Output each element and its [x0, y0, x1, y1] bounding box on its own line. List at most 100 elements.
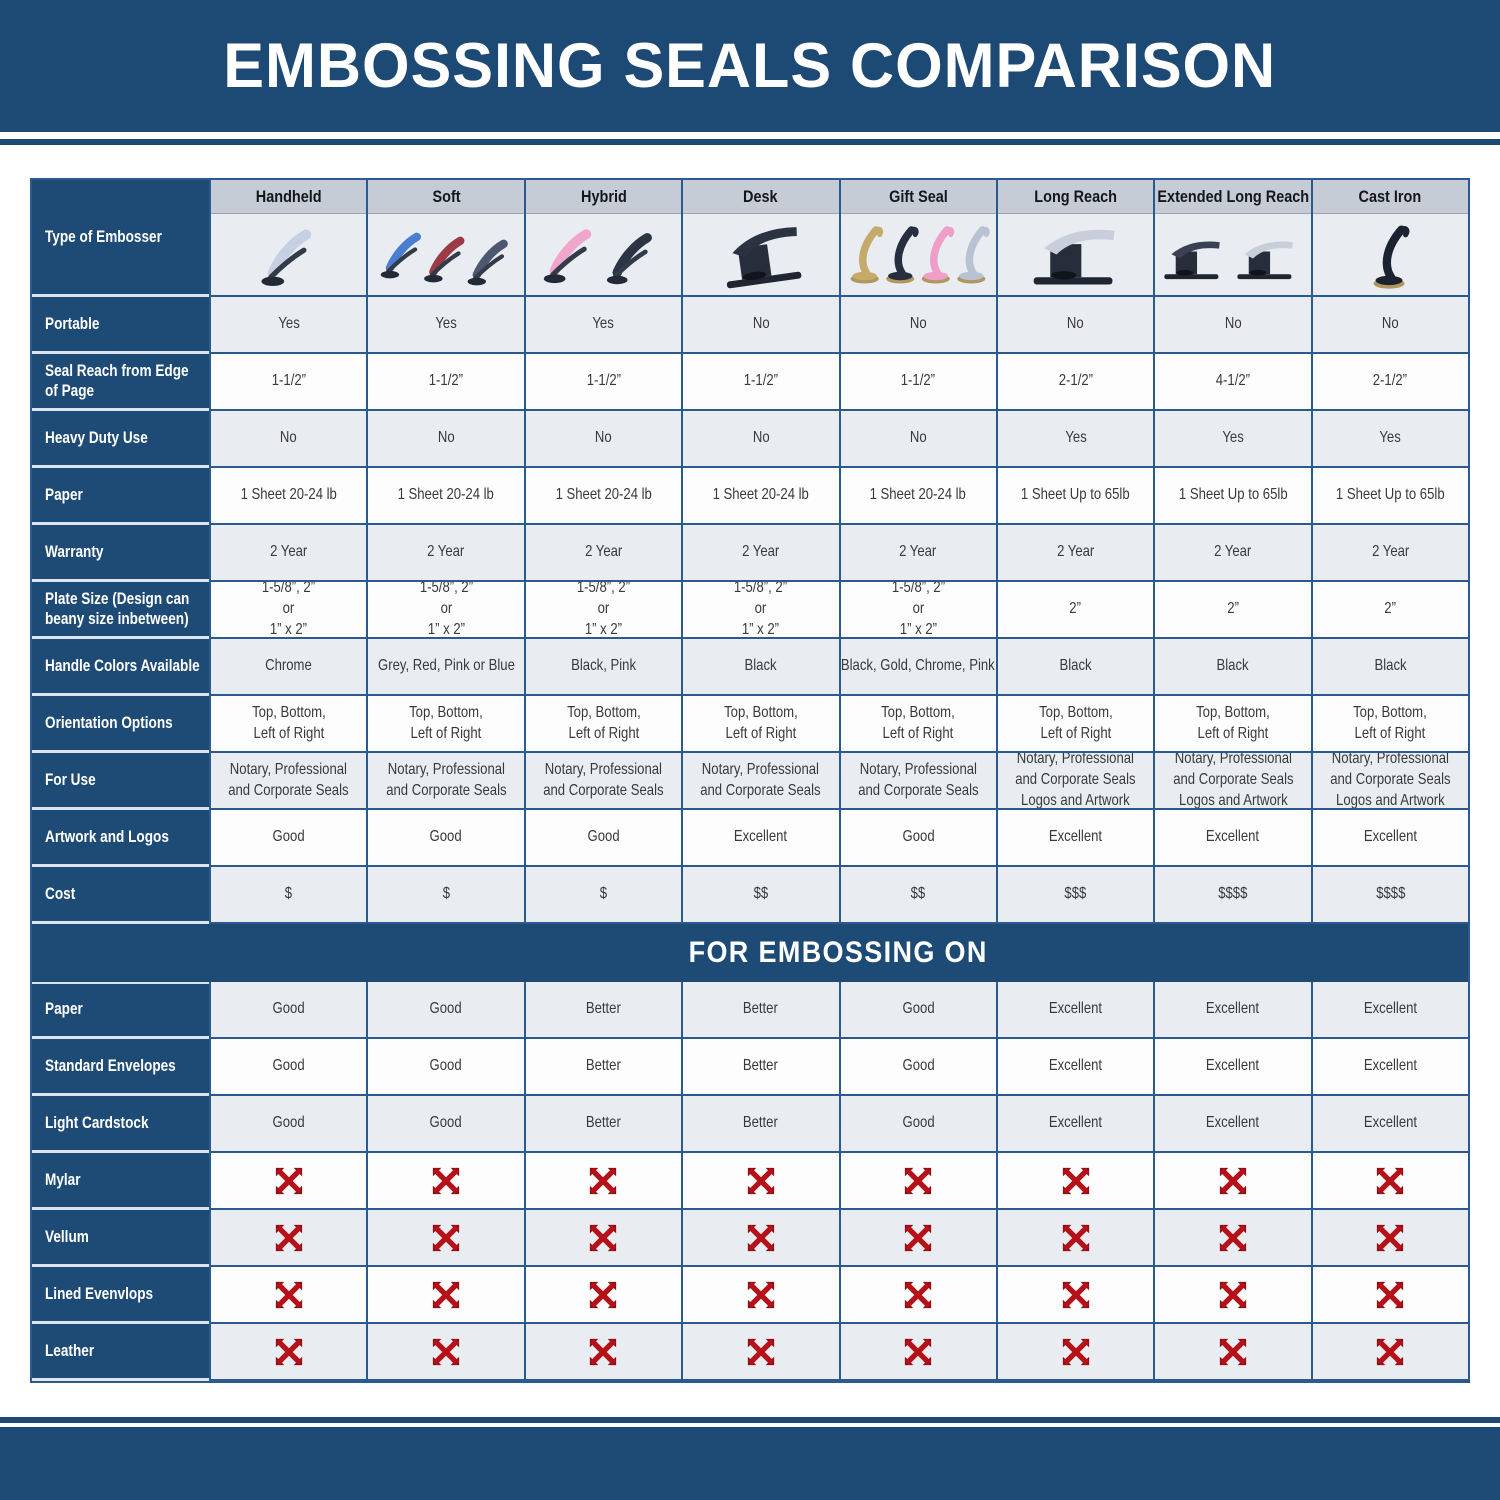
cell-text: Better	[743, 1000, 779, 1018]
value-cell: Notary, Professional and Corporate Seals…	[1153, 753, 1311, 810]
value-cell: 1-1/2”	[209, 354, 367, 411]
value-cell: Top, Bottom, Left of Right	[523, 696, 682, 753]
not-suitable-x-icon	[1062, 1167, 1089, 1194]
value-cell	[1153, 1153, 1311, 1210]
cell-text: Yes	[435, 315, 457, 333]
cell-text: Good	[902, 828, 935, 846]
value-cell	[209, 1267, 367, 1324]
cell-text: Excellent	[1206, 828, 1260, 846]
value-cell: Excellent	[1153, 1096, 1311, 1153]
column-soft: Soft	[366, 180, 524, 297]
cell-text: $$	[910, 885, 926, 903]
value-cell: $$$	[995, 867, 1154, 924]
spec_rows-row: Artwork and Logos Good Good Good Excellent Go…	[32, 810, 1468, 867]
row-label-text: Leather	[45, 1340, 95, 1360]
not-suitable-x-icon	[432, 1338, 460, 1365]
value-cell: 1 Sheet 20-24 lb	[366, 468, 524, 525]
value-cell: $	[366, 867, 524, 924]
embossing_rows-row: Vellum	[32, 1210, 1468, 1267]
cell-text: Excellent	[1206, 1114, 1260, 1132]
embossing_rows-row: Mylar	[32, 1153, 1468, 1210]
value-cell: 2”	[1310, 582, 1468, 639]
value-cell: $$	[838, 867, 996, 924]
not-suitable-x-icon	[1219, 1338, 1247, 1365]
row-label-text: Portable	[45, 313, 100, 333]
not-suitable-x-icon	[747, 1224, 774, 1251]
value-cell: 2 Year	[838, 525, 996, 582]
value-cell: Excellent	[1153, 810, 1311, 867]
cell-text: Notary, Professional and Corporate Seals	[228, 760, 349, 799]
row-label: For Use	[32, 753, 209, 810]
cell-text: 4-1/2”	[1215, 372, 1251, 390]
value-cell: 2 Year	[995, 525, 1154, 582]
cell-text: Black, Gold, Chrome, Pink	[841, 657, 996, 675]
value-cell: Better	[681, 982, 839, 1039]
gift-seal-embosser-image	[842, 215, 994, 295]
cell-text: Chrome	[265, 657, 313, 675]
not-suitable-x-icon	[590, 1224, 617, 1251]
value-cell: 2 Year	[1310, 525, 1468, 582]
value-cell: Excellent	[995, 1039, 1154, 1096]
value-cell: Notary, Professional and Corporate Seals…	[1310, 753, 1468, 810]
not-suitable-x-icon	[1377, 1281, 1404, 1308]
spec_rows-row: Heavy Duty Use No No No No No Yes Yes Yes	[32, 411, 1468, 468]
value-cell: Yes	[1153, 411, 1311, 468]
row-label: Artwork and Logos	[32, 810, 209, 867]
cell-text: Good	[902, 1057, 935, 1075]
cell-text: Excellent	[1048, 1114, 1103, 1132]
value-cell: Notary, Professional and Corporate Seals	[681, 753, 839, 810]
cell-text: Notary, Professional and Corporate Seals	[858, 760, 979, 799]
value-cell: Notary, Professional and Corporate Seals	[523, 753, 682, 810]
cell-text: 1-5/8”, 2” or 1” x 2”	[419, 582, 473, 638]
cell-text: No	[595, 429, 612, 447]
cell-text: No	[1381, 315, 1399, 333]
value-cell: 1 Sheet Up to 65lb	[1310, 468, 1468, 525]
cell-text: Excellent	[1363, 1000, 1417, 1018]
long-reach-embosser-image	[1033, 229, 1115, 285]
row-label-text: Cost	[45, 883, 76, 903]
row-label: Heavy Duty Use	[32, 411, 209, 468]
cell-text: $	[442, 885, 450, 903]
value-cell	[209, 1153, 367, 1210]
value-cell: Good	[209, 1039, 367, 1096]
cell-text: Top, Bottom, Left of Right	[881, 703, 956, 742]
spec_rows-row: For Use Notary, Professional and Corporat…	[32, 753, 1468, 810]
value-cell: 2”	[1153, 582, 1311, 639]
cell-text: Notary, Professional and Corporate Seals	[700, 760, 821, 799]
value-cell: Good	[209, 1096, 367, 1153]
column-header: Long Reach	[997, 180, 1154, 214]
value-cell: Yes	[995, 411, 1154, 468]
value-cell: Better	[523, 1039, 682, 1096]
cell-text: 1 Sheet Up to 65lb	[1335, 486, 1445, 504]
title-banner: EMBOSSING SEALS COMPARISON	[0, 0, 1500, 132]
row-label-text: Artwork and Logos	[45, 826, 169, 846]
not-suitable-x-icon	[1377, 1167, 1404, 1194]
row-label: Cost	[32, 867, 209, 924]
cell-text: Good	[430, 1057, 463, 1075]
row-label-text: Type of Embosser	[45, 226, 162, 246]
row-label: Portable	[32, 297, 209, 354]
row-label: Paper	[32, 468, 209, 525]
row-label-text: Vellum	[45, 1226, 89, 1246]
hybrid-embosser-image	[527, 215, 679, 295]
value-cell	[681, 1267, 839, 1324]
not-suitable-x-icon	[590, 1281, 617, 1308]
not-suitable-x-icon	[1062, 1338, 1089, 1365]
cell-text: 1-1/2”	[901, 372, 936, 390]
not-suitable-x-icon	[432, 1281, 460, 1308]
value-cell: No	[523, 411, 682, 468]
cell-text: Good	[272, 828, 305, 846]
value-cell: Notary, Professional and Corporate Seals	[209, 753, 367, 810]
spec_rows-row: Plate Size (Design can beany size inbetw…	[32, 582, 1468, 639]
column-header: Soft	[368, 180, 524, 214]
value-cell: 4-1/2”	[1153, 354, 1311, 411]
value-cell: 2 Year	[366, 525, 524, 582]
soft-embosser-image	[370, 215, 522, 295]
cell-text: 1 Sheet 20-24 lb	[240, 486, 337, 504]
cell-text: Yes	[277, 315, 300, 333]
value-cell	[838, 1153, 996, 1210]
value-cell: Excellent	[995, 982, 1154, 1039]
cell-text: 2 Year	[427, 543, 465, 561]
cell-text: Top, Bottom, Left of Right	[723, 703, 798, 742]
value-cell	[838, 1210, 996, 1267]
